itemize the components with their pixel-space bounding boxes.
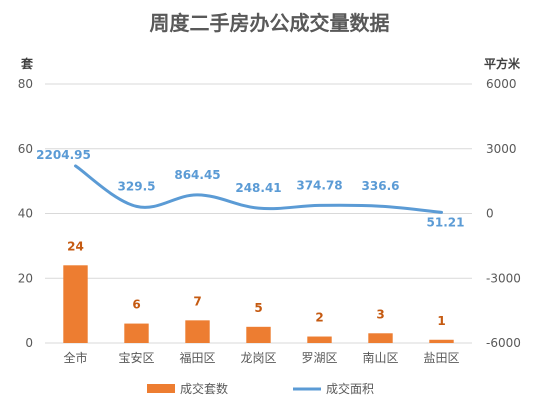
line-value-label: 374.78: [296, 178, 342, 192]
right-axis-ticks: -6000 -3000 0 3000 6000: [486, 77, 521, 350]
category-axis-labels: 全市 宝安区 福田区 龙岗区 罗湖区 南山区 盐田区: [63, 350, 459, 365]
left-tick-label: 20: [18, 271, 33, 285]
right-tick-label: 3000: [486, 142, 517, 156]
category-label: 宝安区: [118, 350, 154, 365]
left-tick-label: 80: [18, 77, 33, 91]
line-value-label: 51.21: [427, 215, 465, 229]
bar-value-label: 7: [193, 294, 201, 308]
category-label: 罗湖区: [301, 350, 337, 365]
right-tick-label: 6000: [486, 77, 517, 91]
bar: [63, 265, 88, 343]
category-label: 盐田区: [423, 351, 459, 365]
bar: [124, 323, 149, 343]
right-tick-label: -3000: [486, 271, 521, 285]
chart-title: 周度二手房办公成交量数据: [150, 11, 390, 35]
left-tick-label: 60: [18, 142, 33, 156]
legend: 成交套数 成交面积: [147, 381, 374, 396]
bar-value-label: 6: [132, 298, 140, 312]
bar-value-label: 5: [254, 301, 262, 315]
bar-value-label: 1: [437, 314, 445, 328]
bar-value-label: 24: [67, 239, 84, 253]
bar: [429, 339, 454, 343]
line-value-label: 248.41: [235, 181, 281, 195]
right-tick-label: -6000: [486, 336, 521, 350]
legend-line-label: 成交面积: [326, 381, 374, 396]
category-label: 龙岗区: [240, 351, 276, 365]
category-label: 福田区: [179, 350, 215, 365]
category-label: 南山区: [362, 350, 398, 365]
bar-series: [63, 265, 454, 343]
line-series: [74, 164, 443, 214]
line-value-label: 329.5: [118, 179, 156, 193]
legend-bar-swatch: [147, 384, 175, 393]
bar-value-label: 2: [315, 311, 323, 325]
bar-value-label: 3: [376, 307, 384, 321]
bar: [368, 333, 393, 343]
left-tick-label: 0: [25, 336, 33, 350]
legend-bar-label: 成交套数: [180, 381, 228, 396]
line-value-label: 336.6: [362, 179, 400, 193]
left-axis-ticks: 0 20 40 60 80: [18, 77, 33, 350]
line-value-label: 2204.95: [36, 148, 91, 162]
bar: [307, 336, 332, 343]
bar: [246, 326, 271, 343]
grid-lines: [45, 83, 472, 344]
category-label: 全市: [63, 350, 87, 365]
bar: [185, 320, 210, 343]
line-value-label: 864.45: [174, 168, 220, 182]
left-tick-label: 40: [18, 207, 33, 221]
left-axis-label: 套: [20, 56, 34, 71]
bar-data-labels: 24 6 7 5 2 3 1: [67, 239, 446, 327]
right-axis-label: 平方米: [484, 56, 521, 71]
right-tick-label: 0: [486, 207, 494, 221]
line-data-labels: 2204.95 329.5 864.45 248.41 374.78 336.6 51.21: [36, 148, 464, 229]
